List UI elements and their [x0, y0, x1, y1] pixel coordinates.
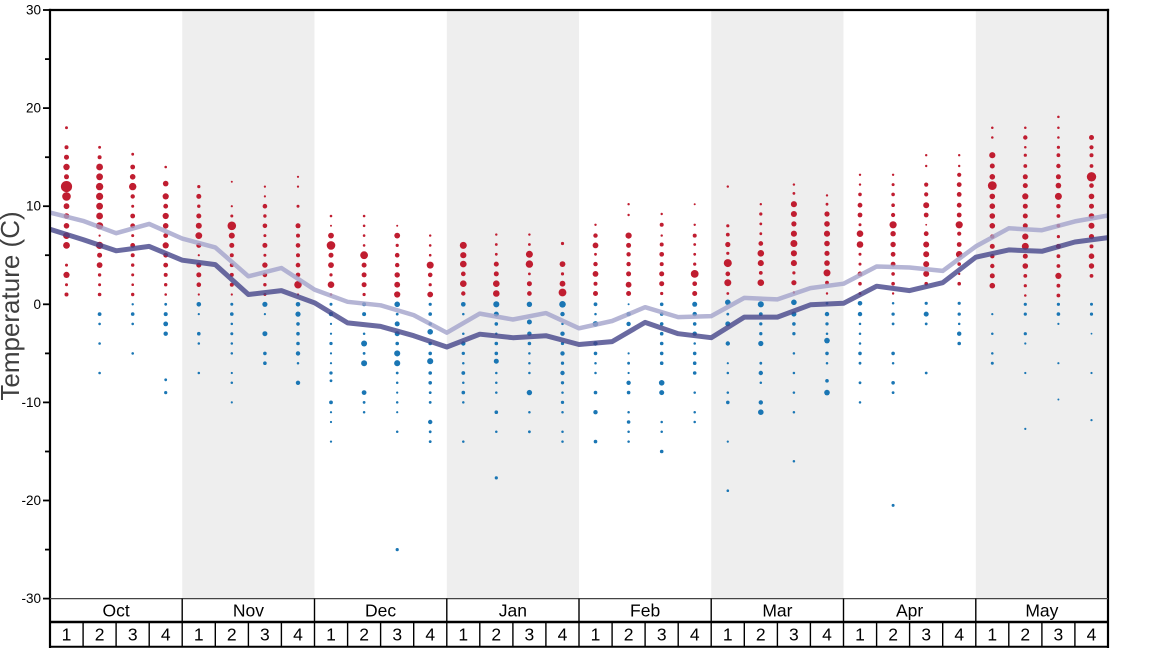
svg-text:0: 0 [33, 297, 41, 312]
svg-text:Apr: Apr [896, 601, 923, 621]
svg-text:-20: -20 [21, 493, 41, 508]
svg-text:2: 2 [491, 625, 501, 645]
svg-text:1: 1 [591, 625, 601, 645]
svg-text:1: 1 [326, 625, 336, 645]
svg-text:Feb: Feb [630, 601, 660, 621]
svg-text:2: 2 [1020, 625, 1030, 645]
svg-text:Dec: Dec [365, 601, 396, 621]
svg-text:2: 2 [359, 625, 369, 645]
svg-text:4: 4 [425, 625, 435, 645]
svg-text:1: 1 [194, 625, 204, 645]
svg-text:2: 2 [624, 625, 634, 645]
svg-text:1: 1 [723, 625, 733, 645]
svg-text:Temperature (C): Temperature (C) [0, 211, 25, 400]
svg-text:3: 3 [128, 625, 138, 645]
svg-text:3: 3 [260, 625, 270, 645]
svg-text:1: 1 [855, 625, 865, 645]
svg-text:Nov: Nov [233, 601, 264, 621]
svg-text:4: 4 [161, 625, 171, 645]
svg-text:2: 2 [95, 625, 105, 645]
svg-text:2: 2 [227, 625, 237, 645]
svg-text:2: 2 [888, 625, 898, 645]
svg-text:3: 3 [921, 625, 931, 645]
svg-text:3: 3 [789, 625, 799, 645]
svg-text:4: 4 [293, 625, 303, 645]
svg-text:30: 30 [26, 3, 41, 18]
svg-text:Jan: Jan [499, 601, 527, 621]
svg-text:4: 4 [690, 625, 700, 645]
svg-text:4: 4 [558, 625, 568, 645]
svg-text:4: 4 [954, 625, 964, 645]
svg-text:-30: -30 [21, 591, 41, 606]
svg-text:3: 3 [392, 625, 402, 645]
svg-text:Oct: Oct [102, 601, 129, 621]
svg-text:20: 20 [26, 101, 41, 116]
svg-text:10: 10 [26, 199, 41, 214]
svg-text:3: 3 [657, 625, 667, 645]
svg-text:4: 4 [1087, 625, 1097, 645]
svg-text:Mar: Mar [762, 601, 792, 621]
svg-text:May: May [1025, 601, 1058, 621]
svg-text:-10: -10 [21, 395, 41, 410]
svg-text:3: 3 [1054, 625, 1064, 645]
svg-text:3: 3 [525, 625, 535, 645]
svg-text:2: 2 [756, 625, 766, 645]
svg-text:1: 1 [458, 625, 468, 645]
svg-text:1: 1 [62, 625, 72, 645]
svg-text:4: 4 [822, 625, 832, 645]
svg-text:1: 1 [987, 625, 997, 645]
